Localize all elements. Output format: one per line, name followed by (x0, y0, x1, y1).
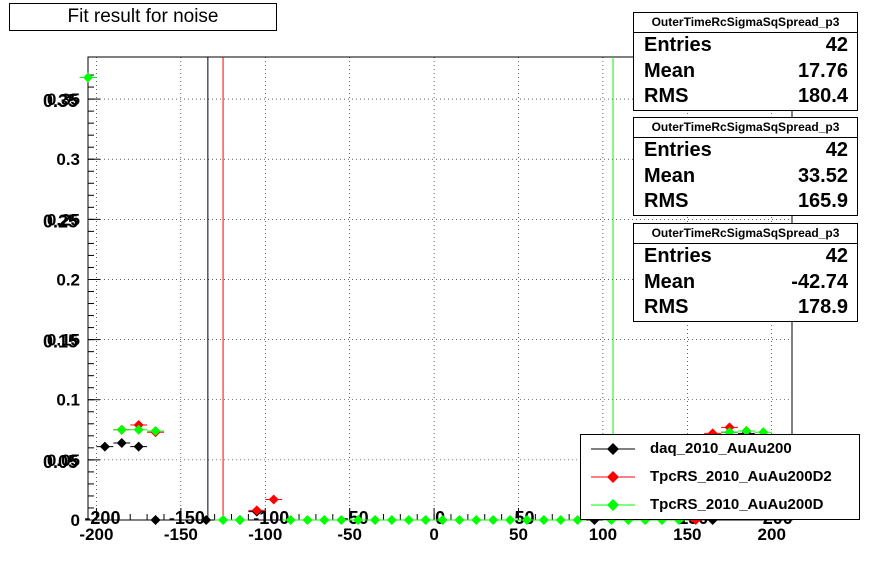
data-point (319, 515, 330, 525)
x-tick-label: -50 (337, 525, 362, 544)
data-point (268, 494, 279, 505)
stats-label: Entries (644, 245, 712, 267)
legend-label: daq_2010_AuAu200 (650, 440, 792, 457)
stats-label: Mean (644, 59, 696, 82)
overlay-x-label: -200 (84, 508, 120, 528)
stats-value: 180.4 (797, 85, 848, 107)
stats-box-title: OuterTimeRcSigmaSqSpread_p3 (634, 13, 857, 33)
stats-value: 165.9 (797, 190, 848, 212)
data-point (336, 515, 347, 525)
stats-value: 178.9 (797, 296, 848, 318)
legend-item-daq: daq_2010_AuAu200 (581, 435, 859, 463)
data-point (505, 515, 516, 525)
data-point (420, 515, 431, 525)
stats-rms-row: RMS 180.4 (634, 84, 857, 110)
legend-item-d2: TpcRS_2010_AuAu200D2 (581, 463, 859, 491)
overlay-x-label: -150 (169, 508, 205, 528)
data-point (133, 441, 144, 452)
x-tick-label: 100 (589, 525, 617, 544)
stats-entries-row: Entries 42 (634, 244, 857, 270)
data-point (437, 515, 448, 525)
stats-value: 42 (825, 245, 848, 267)
data-point (353, 515, 364, 525)
legend-marker-icon (591, 499, 635, 511)
data-point (521, 515, 532, 525)
stats-label: Mean (644, 164, 696, 187)
stats-mean-row: Mean 17.76 (634, 59, 857, 85)
stats-value: 33.52 (797, 164, 848, 187)
legend-item-d: TpcRS_2010_AuAu200D (581, 491, 859, 519)
legend-marker-icon (591, 471, 635, 483)
data-point (471, 515, 482, 525)
stats-rms-row: RMS 165.9 (634, 189, 857, 215)
stats-box-3: OuterTimeRcSigmaSqSpread_p3 Entries 42 Me… (633, 223, 858, 322)
stats-label: Entries (644, 34, 712, 56)
stats-value: 42 (825, 34, 848, 56)
stats-label: Entries (644, 139, 712, 161)
stats-box-2: OuterTimeRcSigmaSqSpread_p3 Entries 42 Me… (633, 117, 858, 216)
data-point (555, 515, 566, 525)
stats-label: RMS (644, 85, 689, 107)
y-tick-label: 0 (71, 511, 80, 530)
stats-entries-row: Entries 42 (634, 33, 857, 59)
legend-label: TpcRS_2010_AuAu200D2 (650, 468, 832, 485)
stats-box-title: OuterTimeRcSigmaSqSpread_p3 (634, 118, 857, 138)
stats-mean-row: Mean 33.52 (634, 164, 857, 190)
stats-rms-row: RMS 178.9 (634, 295, 857, 321)
x-tick-label: 0 (429, 525, 438, 544)
y-tick-label: 0.35 (47, 90, 80, 109)
data-point (218, 515, 229, 525)
stats-entries-row: Entries 42 (634, 138, 857, 164)
stats-box-title: OuterTimeRcSigmaSqSpread_p3 (634, 224, 857, 244)
stats-value: 17.76 (797, 59, 848, 82)
stats-label: RMS (644, 296, 689, 318)
stats-label: Mean (644, 270, 696, 293)
stats-label: RMS (644, 190, 689, 212)
x-tick-label: 200 (758, 525, 786, 544)
data-point (386, 515, 397, 525)
data-point (150, 426, 161, 437)
y-tick-label: 0.25 (47, 210, 80, 229)
legend-marker-icon (591, 443, 635, 455)
data-point (251, 505, 262, 516)
data-point (116, 424, 127, 435)
data-point (741, 426, 752, 437)
x-tick-label: -100 (248, 525, 282, 544)
chart-title: Fit result for noise (9, 3, 277, 31)
data-point (201, 515, 212, 525)
overlay-y-label: 0.25 (43, 211, 78, 231)
stats-mean-row: Mean -42.74 (634, 270, 857, 296)
y-tick-label: 0.05 (47, 451, 80, 470)
x-tick-label: 50 (509, 525, 528, 544)
data-point (403, 515, 414, 525)
data-point (454, 515, 465, 525)
y-tick-label: 0.1 (56, 391, 80, 410)
y-tick-label: 0.3 (56, 150, 80, 169)
data-point (302, 515, 313, 525)
stats-value: 42 (825, 139, 848, 161)
data-point (285, 515, 296, 525)
overlay-x-label: -100 (253, 508, 289, 528)
data-point (116, 438, 127, 449)
data-point (133, 424, 144, 435)
stats-box-1: OuterTimeRcSigmaSqSpread_p3 Entries 42 Me… (633, 12, 858, 111)
data-point (83, 72, 93, 83)
data-point (488, 515, 499, 525)
data-point (234, 515, 245, 525)
overlay-y-label: 0.15 (43, 332, 78, 352)
x-tick-label: -150 (164, 525, 198, 544)
data-point (99, 441, 110, 452)
x-tick-label: 150 (673, 525, 701, 544)
data-point (538, 515, 549, 525)
overlay-y-label: 0.05 (43, 452, 78, 472)
data-point (150, 515, 161, 525)
stats-value: -42.74 (791, 270, 848, 293)
y-tick-label: 0.15 (47, 331, 80, 350)
legend: daq_2010_AuAu200 TpcRS_2010_AuAu200D2 Tp… (580, 434, 860, 520)
legend-label: TpcRS_2010_AuAu200D (650, 496, 824, 513)
x-tick-label: -200 (79, 525, 113, 544)
y-tick-label: 0.2 (56, 270, 80, 289)
data-point (370, 515, 381, 525)
overlay-y-label: 0.35 (43, 91, 78, 111)
